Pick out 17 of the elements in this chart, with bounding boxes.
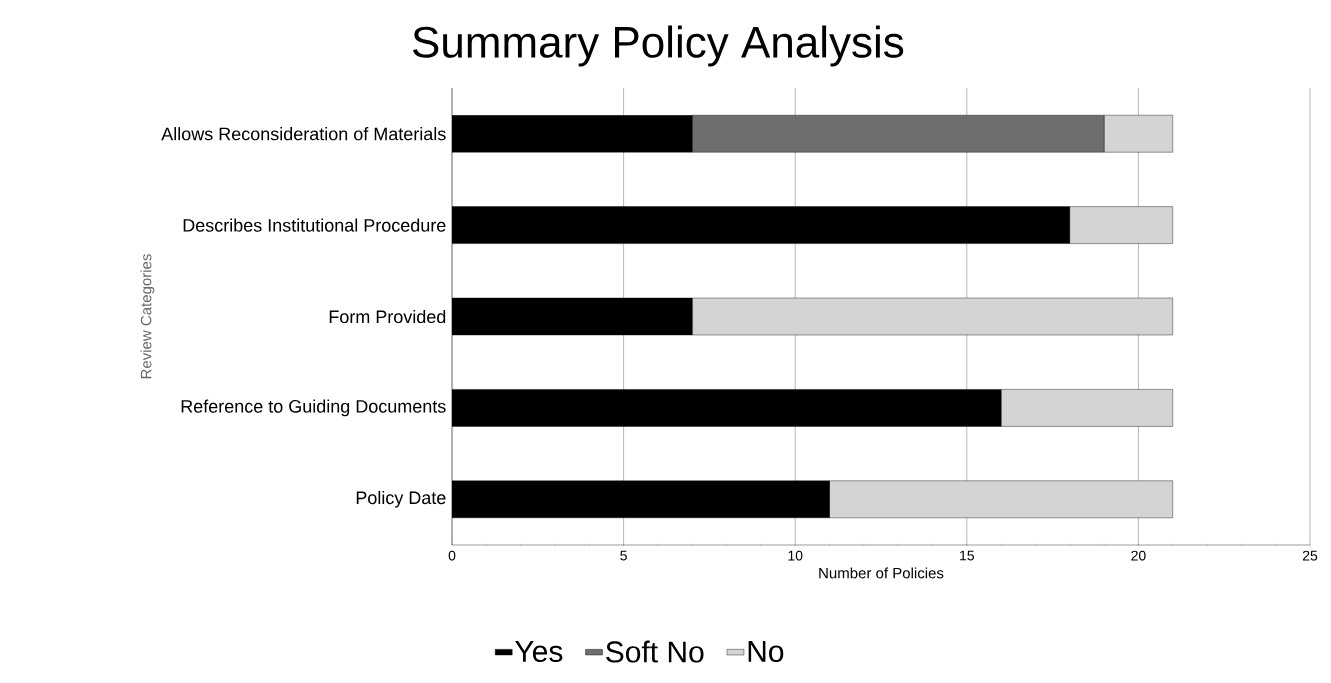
y-tick-label: Allows Reconsideration of Materials xyxy=(161,127,446,141)
y-tick-label: Form Provided xyxy=(329,309,446,324)
x-tick-label: 10 xyxy=(788,550,803,561)
x-tick-label: 0 xyxy=(448,550,456,561)
y-tick-label: Policy Date xyxy=(356,490,446,508)
x-tick-label: 25 xyxy=(1302,550,1318,561)
y-tick-label: Describes Institutional Procedure xyxy=(183,218,446,232)
legend-label: Soft No xyxy=(606,640,704,663)
x-tick-label: 5 xyxy=(620,550,627,561)
x-tick-label: 20 xyxy=(1131,550,1146,561)
y-tick-label: Reference to Guiding Documents xyxy=(181,399,446,417)
x-tick-label: 15 xyxy=(960,550,975,561)
legend-label: Yes xyxy=(515,641,563,663)
chart-title: Summary Policy Analysis xyxy=(412,25,904,67)
legend-label: No xyxy=(748,641,784,663)
y-axis-title: Review Categories xyxy=(140,254,155,379)
x-axis-title: Number of Policies xyxy=(819,567,944,579)
